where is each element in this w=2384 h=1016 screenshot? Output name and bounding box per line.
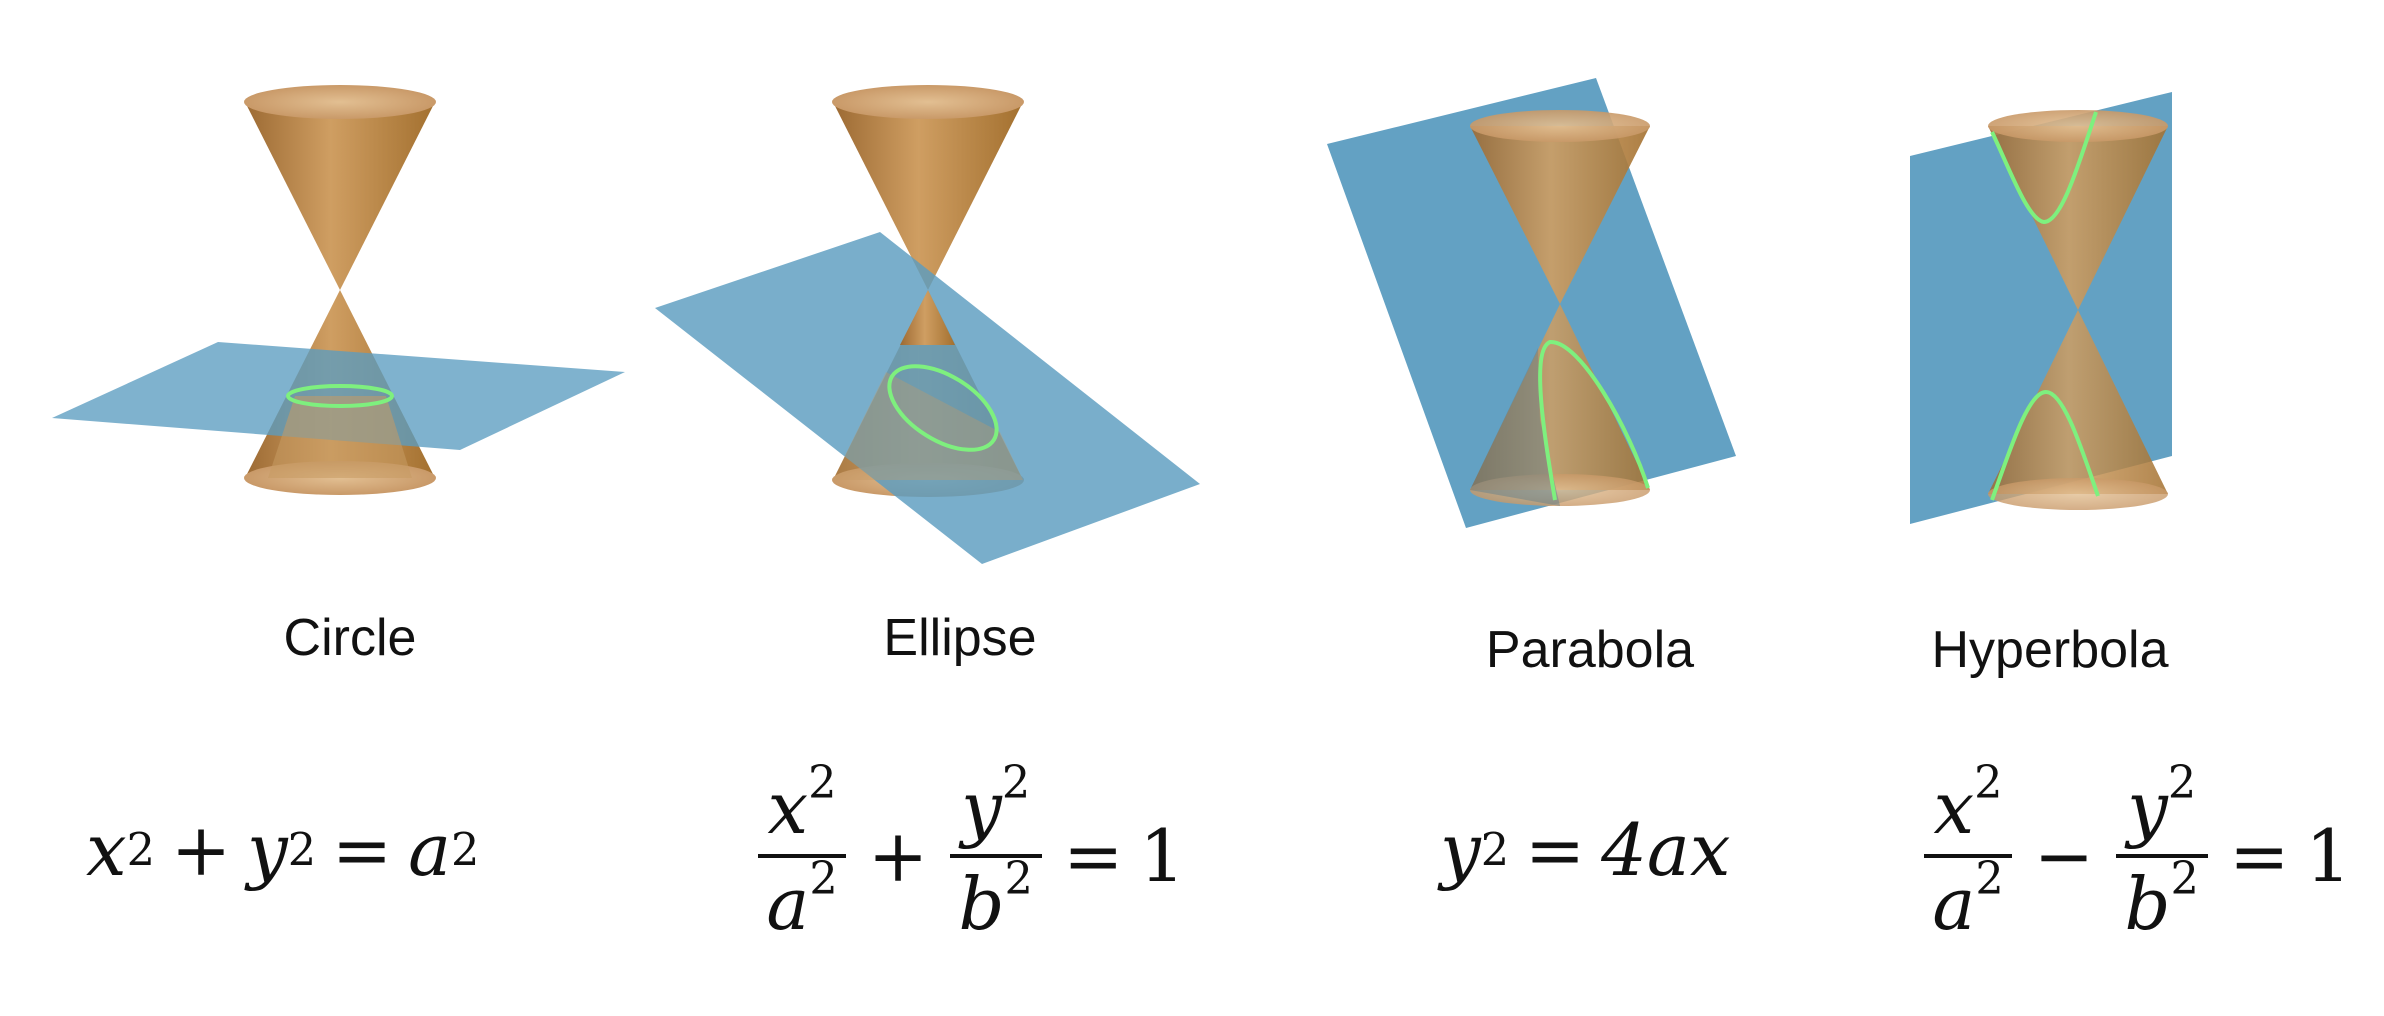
hyperbola-upper-branch: [1990, 111, 2098, 225]
hyperbola-figure: [1910, 92, 2172, 524]
circle-curve: [286, 384, 394, 408]
fraction-x-over-a: x2 a2: [757, 760, 847, 946]
hyperbola-equation: x2 a2 − y2 b2 = 1: [1918, 756, 2351, 956]
upper-cone-rim: [1988, 110, 2168, 142]
cutting-plane: [655, 232, 1200, 564]
parabola-curve: [1538, 339, 1650, 501]
lower-cone-rim: [1988, 478, 2168, 510]
cone-above-plane: [900, 290, 955, 345]
ellipse-curve: [887, 364, 999, 452]
fraction-y-over-b: y2 b2: [2115, 760, 2208, 946]
cone-through-plane: [833, 372, 1023, 480]
ellipse-label: Ellipse: [883, 609, 1037, 667]
lower-nappe: [1470, 304, 1650, 490]
cutting-plane: [1327, 78, 1736, 528]
circle-label: Circle: [283, 609, 417, 667]
hyperbola-lower-branch: [1990, 389, 2100, 501]
lower-cone-rim: [1470, 474, 1650, 506]
parabola-figure: [1327, 78, 1736, 528]
upper-cone-rim: [244, 85, 436, 119]
fraction-y-over-b: y2 b2: [949, 760, 1042, 946]
parabola-label: Parabola: [1485, 621, 1695, 679]
upper-nappe: [1470, 126, 1650, 304]
upper-cone-rim: [832, 85, 1024, 119]
cone-behind-plane: [1470, 348, 1560, 506]
cone-through-plane: [268, 396, 412, 478]
hyperbola-label: Hyperbola: [1931, 621, 2169, 679]
fraction-x-over-a: x2 a2: [1923, 760, 2013, 946]
upper-nappe: [833, 102, 1023, 290]
upper-nappe: [1988, 126, 2168, 310]
upper-nappe: [245, 102, 435, 290]
lower-nappe: [1988, 310, 2168, 494]
upper-cone-rim: [1470, 110, 1650, 142]
circle-figure: [52, 85, 625, 495]
ellipse-figure: [655, 85, 1200, 564]
ellipse-equation: x2 a2 + y2 b2 = 1: [752, 756, 1185, 956]
